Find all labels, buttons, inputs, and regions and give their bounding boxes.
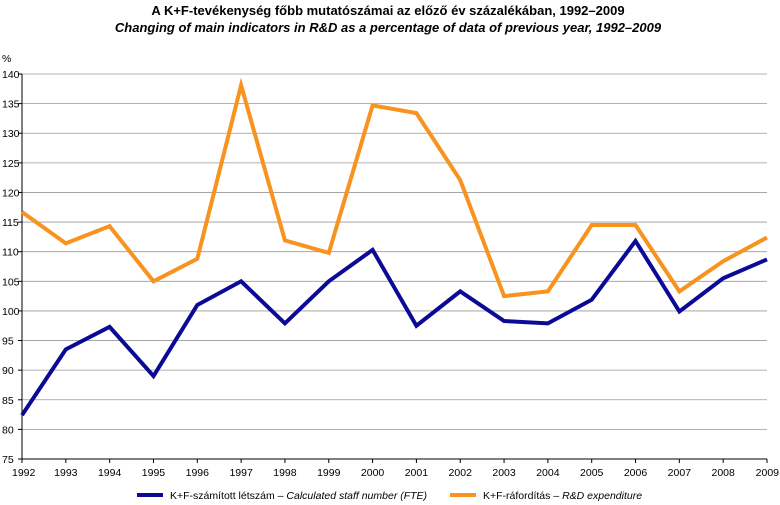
x-tick-label: 2008 bbox=[711, 467, 735, 479]
x-tick-label: 2005 bbox=[580, 467, 604, 479]
legend-label-expenditure: K+F-ráfordítás – R&D expenditure bbox=[483, 490, 642, 502]
y-tick-label: 95 bbox=[2, 336, 14, 348]
y-tick-label: 75 bbox=[2, 454, 14, 466]
legend-label-staff: K+F-számított létszám – Calculated staff… bbox=[170, 490, 427, 502]
y-tick-label: 120 bbox=[2, 187, 20, 199]
y-tick-label: 85 bbox=[2, 395, 14, 407]
x-tick-labels: 1992 1993 1994 1995 1996 1997 1998 1999 2000 2001… bbox=[12, 467, 779, 479]
y-tick-label: 125 bbox=[2, 158, 20, 170]
legend-label-expenditure-en: R&D expenditure bbox=[562, 490, 642, 502]
y-tick-label: 135 bbox=[2, 99, 20, 111]
x-tick-label: 1998 bbox=[273, 467, 297, 479]
legend-label-expenditure-hu: K+F-ráfordítás bbox=[483, 490, 550, 502]
x-tick-label: 1992 bbox=[12, 467, 36, 479]
y-axis-label: % bbox=[2, 53, 11, 65]
legend: K+F-számított létszám – Calculated staff… bbox=[137, 490, 642, 502]
x-tick-label: 1999 bbox=[317, 467, 341, 479]
series-lines bbox=[20, 77, 768, 417]
x-tick-label: 2006 bbox=[624, 467, 648, 479]
y-tick-label: 140 bbox=[2, 69, 20, 81]
series-line-0 bbox=[20, 237, 768, 417]
y-tick-labels: 75 80 85 90 95 100 105 110 115 120 125 130 135 140 bbox=[2, 69, 20, 466]
chart-subtitle: Changing of main indicators in R&D as a … bbox=[115, 20, 662, 35]
x-tick-label: 1996 bbox=[186, 467, 210, 479]
x-tick-label: 1997 bbox=[229, 467, 253, 479]
x-tick-label: 2007 bbox=[668, 467, 692, 479]
x-tick-label: 2002 bbox=[449, 467, 473, 479]
x-tick-label: 2000 bbox=[361, 467, 385, 479]
y-tick-label: 115 bbox=[2, 217, 19, 229]
y-tick-label: 105 bbox=[2, 276, 20, 288]
series-line-1 bbox=[20, 77, 768, 299]
x-tick-label: 2001 bbox=[405, 467, 429, 479]
y-tick-label: 90 bbox=[2, 365, 14, 377]
axes bbox=[18, 73, 768, 463]
x-tick-label: 2009 bbox=[756, 467, 780, 479]
chart-title: A K+F-tevékenység főbb mutatószámai az e… bbox=[151, 3, 624, 18]
legend-dash: – bbox=[275, 490, 287, 502]
y-tick-label: 130 bbox=[2, 128, 20, 140]
legend-dash: – bbox=[550, 490, 562, 502]
legend-label-staff-hu: K+F-számított létszám bbox=[170, 490, 275, 502]
x-tick-label: 1995 bbox=[142, 467, 166, 479]
x-tick-label: 2003 bbox=[492, 467, 516, 479]
y-tick-label: 110 bbox=[2, 247, 19, 259]
y-tick-label: 80 bbox=[2, 424, 14, 436]
x-tick-label: 2004 bbox=[536, 467, 560, 479]
y-tick-label: 100 bbox=[2, 306, 20, 318]
x-tick-label: 1994 bbox=[98, 467, 122, 479]
legend-label-staff-en: Calculated staff number (FTE) bbox=[286, 490, 427, 502]
x-tick-label: 1993 bbox=[54, 467, 78, 479]
